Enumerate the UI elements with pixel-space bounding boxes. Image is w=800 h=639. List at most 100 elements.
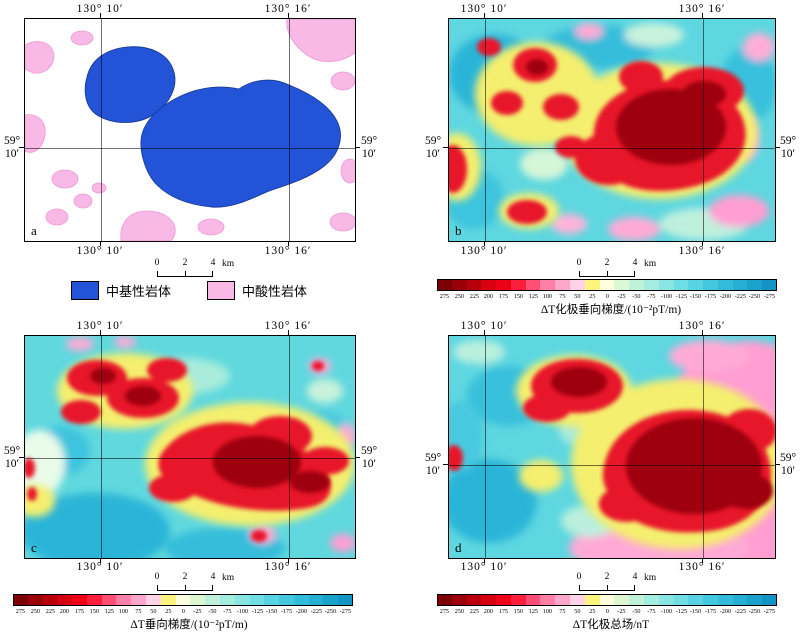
colorbar-stop: 275 <box>13 594 28 616</box>
colorbar-segment <box>614 594 630 606</box>
colorbar-stop: 150 <box>510 594 526 616</box>
colorbar-stop: 225 <box>42 594 58 616</box>
colorbar-segment <box>437 279 452 291</box>
colorbar-tick-label: -125 <box>251 607 263 615</box>
scale-bar-a: 0 2 4 km <box>129 258 249 278</box>
colorbar-stop: 100 <box>540 594 556 616</box>
colorbar-tick-label: -75 <box>647 292 656 300</box>
colorbar-segment <box>673 279 689 291</box>
colorbar-c: 275 250 225 200 175 150 125 100 75 50 25… <box>13 594 353 616</box>
scale-tick-label: 0 <box>576 572 582 582</box>
colorbar-tick-label: -150 <box>690 607 702 615</box>
colorbar-segment <box>732 594 748 606</box>
colorbar-segment <box>717 594 733 606</box>
colorbar-segment <box>219 594 235 606</box>
colorbar-stop: -100 <box>658 594 674 616</box>
colorbar-segment <box>658 279 674 291</box>
colorbar-stop: 250 <box>451 279 467 301</box>
colorbar-segment <box>249 594 265 606</box>
lon-label-top-right-b: 130° 16′ <box>678 3 726 15</box>
map-panel-b: b <box>448 18 776 242</box>
legend-label: 中基性岩体 <box>105 284 171 299</box>
scale-tick-label: 0 <box>576 258 582 268</box>
lat-min: 10′ <box>425 148 440 161</box>
map-tick <box>100 241 101 246</box>
scale-unit: km <box>644 259 657 269</box>
colorbar-segment <box>584 594 600 606</box>
colorbar-stop: 125 <box>525 279 541 301</box>
colorbar-segment <box>599 279 615 291</box>
lon-label-bottom-left-c: 130° 10′ <box>76 561 124 573</box>
colorbar-stop: 0 <box>175 594 191 616</box>
scale-tick <box>157 585 158 590</box>
colorbar-segment <box>717 279 733 291</box>
colorbar-tick-label: -100 <box>660 607 672 615</box>
colorbar-stop: -250 <box>323 594 339 616</box>
colorbar-segment <box>762 279 777 291</box>
colorbar-segment <box>570 279 585 291</box>
colorbar-tick-label: 25 <box>165 607 172 615</box>
colorbar-tick-label: 50 <box>574 292 581 300</box>
lon-label-top-right-a: 130° 16′ <box>264 3 312 15</box>
lon-label-bottom-right-d: 130° 16′ <box>678 561 726 573</box>
colorbar-tick-label: -250 <box>325 607 337 615</box>
colorbar-tick-label: 225 <box>469 292 479 300</box>
colorbar-stop: 25 <box>584 279 600 301</box>
graticule-line <box>25 458 355 460</box>
colorbar-stop: 225 <box>466 279 482 301</box>
colorbar-tick-label: -175 <box>704 607 717 615</box>
map-tick <box>484 330 485 335</box>
colorbar-stop: -200 <box>293 594 309 616</box>
colorbar-tick-label: 100 <box>543 607 553 615</box>
colorbar-segment <box>643 594 659 606</box>
scale-tick <box>579 271 580 276</box>
colorbar-stop: 100 <box>540 279 556 301</box>
scale-tick <box>579 585 580 590</box>
geologic-map-graphic <box>25 19 355 241</box>
colorbar-tick-label: 100 <box>119 607 129 615</box>
colorbar-tick-label: 200 <box>484 607 494 615</box>
scale-unit: km <box>644 573 657 583</box>
anomaly-core <box>90 368 330 493</box>
colorbar-stop: 275 <box>437 279 452 301</box>
colorbar-tick-label: 50 <box>150 607 157 615</box>
map-panel-d: d <box>448 335 776 559</box>
colorbar-segment <box>86 594 102 606</box>
colorbar-segment <box>101 594 117 606</box>
colorbar-segment <box>451 279 467 291</box>
lon-label-top-left-b: 130° 10′ <box>460 3 508 15</box>
graticule-line <box>449 147 775 149</box>
colorbar-tick-label: 125 <box>528 292 538 300</box>
panel-letter-b: b <box>455 223 462 238</box>
colorbar-segment <box>466 594 482 606</box>
colorbar-tick-label: 150 <box>513 292 523 300</box>
colorbar-tick-label: -250 <box>749 292 761 300</box>
colorbar-segment <box>57 594 73 606</box>
scale-line <box>579 585 635 591</box>
scale-line <box>579 271 635 277</box>
colorbar-stop: -225 <box>308 594 324 616</box>
colorbar-stop: -125 <box>673 279 689 301</box>
legend: 中基性岩体 中酸性岩体 <box>24 281 354 300</box>
lon-label-bottom-right-c: 130° 16′ <box>264 561 312 573</box>
colorbar-tick-label: -25 <box>193 607 202 615</box>
scale-tick <box>634 271 635 276</box>
colorbar-tick-label: 250 <box>454 292 464 300</box>
colorbar-segment <box>160 594 176 606</box>
colorbar-stop: -50 <box>205 594 220 616</box>
colorbar-stop: -25 <box>614 279 630 301</box>
lat-min: 10′ <box>780 148 795 161</box>
colorbar-tick-label: -50 <box>632 292 641 300</box>
legend-label: 中酸性岩体 <box>242 284 308 299</box>
scale-line <box>157 271 213 277</box>
legend-swatch <box>70 281 99 300</box>
colorbar-stop: -125 <box>673 594 689 616</box>
colorbar-stop: -75 <box>219 594 235 616</box>
colorbar-stop: -100 <box>658 279 674 301</box>
colorbar-segment <box>308 594 324 606</box>
lat-deg: 59° <box>424 135 442 147</box>
colorbar-tick-label: 125 <box>528 607 538 615</box>
colorbar-segment <box>703 279 718 291</box>
caption-d: ΔT化极总场/nT <box>572 619 650 631</box>
colorbar-segment <box>323 594 339 606</box>
